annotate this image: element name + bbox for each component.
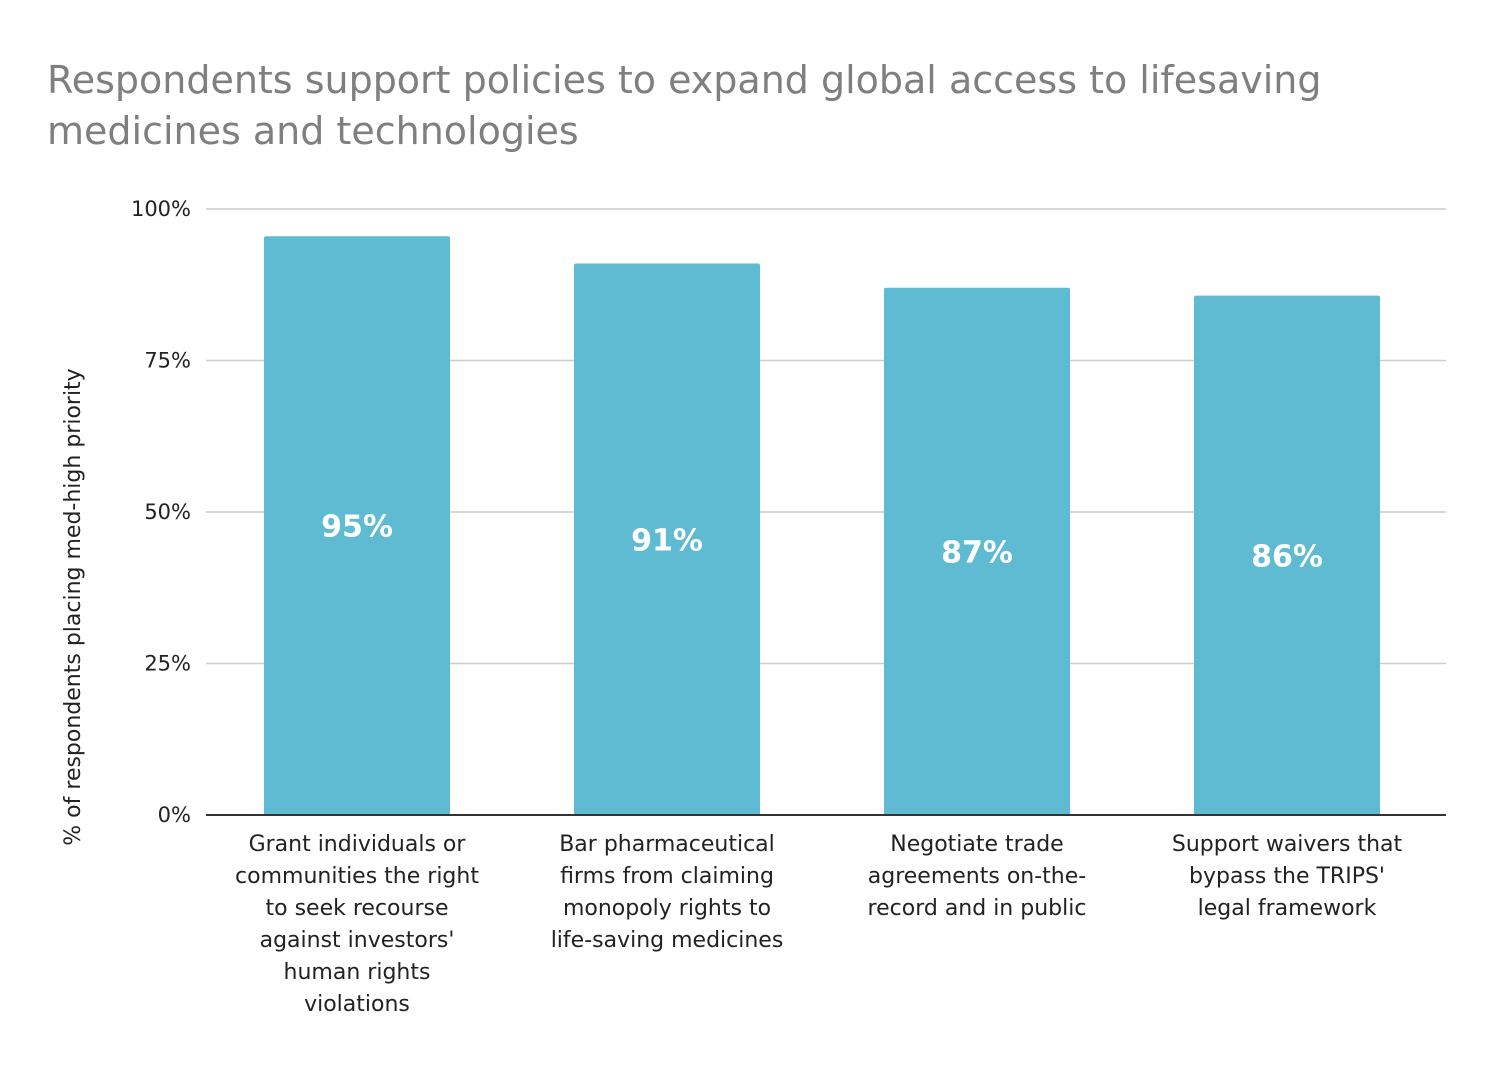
y-tick-label: 50% (144, 500, 191, 524)
y-axis-title: % of respondents placing med-high priori… (61, 368, 86, 845)
x-category-label: Support waivers that bypass the TRIPS' leg… (1172, 832, 1403, 921)
y-tick-label: 0% (158, 803, 191, 827)
data-labels: 95% 91% 87% 86% (321, 510, 1323, 575)
data-label: 87% (941, 535, 1013, 570)
x-axis-category-labels: Grant individuals or communities the righ… (235, 832, 1402, 1017)
y-axis-ticks: 0% 25% 50% 75% 100% (131, 197, 191, 827)
bars (264, 236, 1380, 816)
y-tick-label: 25% (144, 652, 191, 676)
data-label: 86% (1251, 539, 1323, 574)
bar (264, 236, 450, 815)
bar (1194, 295, 1380, 816)
y-tick-label: 100% (131, 197, 191, 221)
x-category-label: Negotiate trade agreements on-the-record … (868, 832, 1087, 921)
y-tick-label: 75% (144, 349, 191, 373)
bar (574, 263, 760, 815)
data-label: 95% (321, 510, 393, 545)
x-category-label: Bar pharmaceutical firms from claiming mon… (551, 832, 784, 953)
x-category-label: Grant individuals or communities the righ… (235, 832, 479, 1017)
data-label: 91% (631, 523, 703, 558)
chart-title: Respondents support policies to expand g… (47, 58, 1322, 153)
bar (884, 287, 1070, 815)
